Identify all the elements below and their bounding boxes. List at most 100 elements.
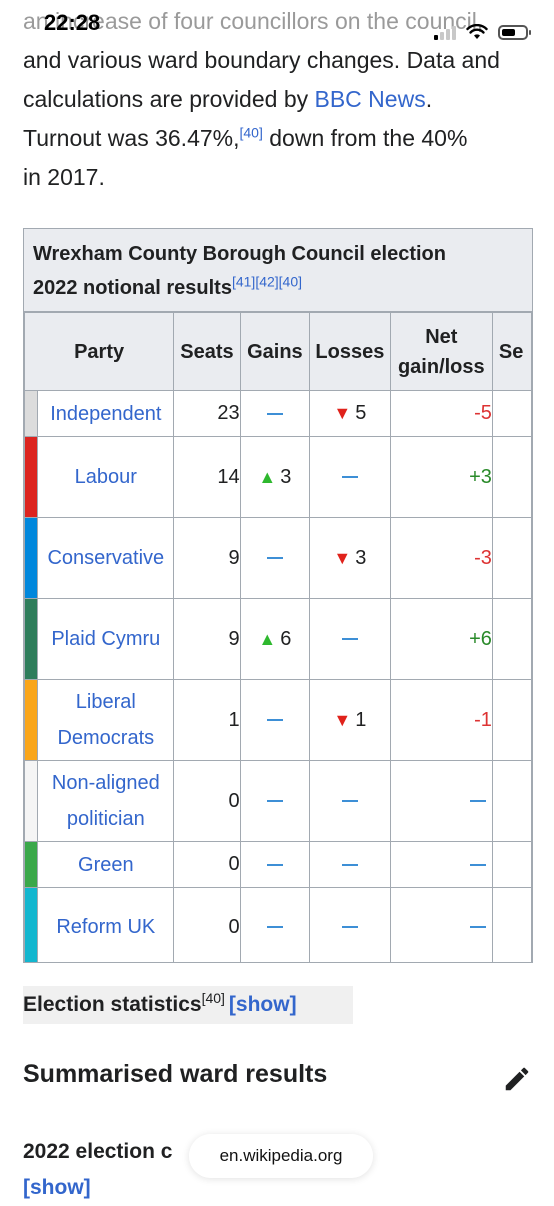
gains-cell: ▲ 3 (239, 436, 311, 518)
stats-show-toggle[interactable]: [show] (228, 993, 297, 1016)
dash-icon (341, 476, 358, 479)
dash-icon (341, 800, 358, 803)
losses-cell: ▼ 5 (309, 390, 391, 437)
gains-cell (239, 517, 311, 599)
subsection-show-toggle[interactable]: [show] (23, 1176, 91, 1199)
party-name-link[interactable]: Green (37, 841, 175, 888)
losses-cell (309, 841, 391, 888)
table-caption: Wrexham County Borough Council election … (24, 229, 532, 312)
table-row: Plaid Cymru 9 ▲ 6 +6 (24, 598, 532, 680)
dash-icon (469, 800, 486, 803)
party-name-link[interactable]: Labour (37, 436, 175, 518)
header-gains[interactable]: Gains (239, 312, 311, 391)
losses-cell: ▼ 3 (309, 517, 391, 599)
party-name-link[interactable]: Plaid Cymru (37, 598, 175, 680)
party-color-swatch (24, 436, 39, 518)
party-name-link[interactable]: Liberal Democrats (37, 679, 175, 761)
section-heading: Summarised ward results (23, 1060, 328, 1088)
clipped-cell (491, 436, 532, 518)
losses-cell: ▼ 1 (309, 679, 391, 761)
header-seats[interactable]: Seats (173, 312, 241, 391)
battery-icon (498, 24, 531, 40)
clipped-cell (491, 841, 532, 888)
losses-cell (309, 436, 391, 518)
intro-line-4: Turnout was 36.47%,[40] down from the 40… (23, 124, 468, 151)
party-color-swatch (24, 679, 39, 761)
net-cell (389, 760, 493, 842)
gains-cell (239, 887, 311, 962)
intro-line-3: calculations are provided by BBC News. (23, 86, 433, 112)
down-arrow-icon: ▼ (333, 709, 352, 730)
signal-icon (434, 24, 456, 40)
seats-cell: 9 (173, 517, 241, 599)
party-name-link[interactable]: Conservative (37, 517, 175, 599)
dash-icon (266, 863, 283, 866)
intro-line-2: and various ward boundary changes. Data … (23, 47, 500, 73)
pencil-icon[interactable] (502, 1064, 532, 1094)
seats-cell: 9 (173, 598, 241, 680)
table-row: Liberal Democrats 1 ▼ 1 -1 (24, 679, 532, 761)
status-bar: 22:28 (0, 0, 554, 52)
party-color-swatch (24, 517, 39, 599)
bbc-news-link[interactable]: BBC News (314, 86, 426, 112)
table-row: Independent 23 ▼ 5 -5 (24, 390, 532, 437)
status-icons (434, 24, 531, 40)
party-name-link[interactable]: Independent (37, 390, 175, 437)
dash-icon (469, 926, 486, 929)
results-grid: Party Seats Gains Losses Net gain/loss Se… (24, 312, 532, 962)
net-cell: -3 (389, 517, 493, 599)
dash-icon (469, 863, 486, 866)
header-next[interactable]: Se (491, 312, 532, 391)
party-name-link[interactable]: Non-aligned politician (37, 760, 175, 842)
clipped-cell (491, 517, 532, 599)
up-arrow-icon: ▲ (258, 628, 277, 649)
party-color-swatch (24, 760, 39, 842)
net-cell: +6 (389, 598, 493, 680)
gains-cell (239, 390, 311, 437)
gains-cell (239, 679, 311, 761)
dash-icon (266, 719, 283, 722)
clipped-cell (491, 887, 532, 962)
gains-cell (239, 841, 311, 888)
net-cell: -1 (389, 679, 493, 761)
caption-references[interactable]: [41][42][40] (231, 273, 303, 290)
url-bar[interactable]: en.wikipedia.org (189, 1134, 373, 1178)
clipped-cell (491, 390, 532, 437)
seats-cell: 0 (173, 887, 241, 962)
header-net[interactable]: Net gain/loss (389, 312, 493, 391)
subsection: 2022 election c [show] (23, 1134, 172, 1206)
party-color-swatch (24, 887, 39, 962)
header-party[interactable]: Party (24, 312, 175, 391)
wifi-icon (466, 24, 488, 39)
gains-cell (239, 760, 311, 842)
dash-icon (266, 800, 283, 803)
table-row: Conservative 9 ▼ 3 -3 (24, 517, 532, 599)
seats-cell: 14 (173, 436, 241, 518)
table-row: Reform UK 0 (24, 887, 532, 962)
down-arrow-icon: ▼ (333, 547, 352, 568)
dash-icon (341, 863, 358, 866)
dash-icon (341, 926, 358, 929)
net-cell: +3 (389, 436, 493, 518)
clipped-cell (491, 760, 532, 842)
losses-cell (309, 760, 391, 842)
table-row: Non-aligned politician 0 (24, 760, 532, 842)
party-color-swatch (24, 390, 39, 437)
results-table: Wrexham County Borough Council election … (23, 228, 533, 963)
stats-reference[interactable]: [40] (201, 990, 225, 1006)
reference-link[interactable]: [40] (239, 124, 263, 141)
up-arrow-icon: ▲ (258, 466, 277, 487)
losses-cell (309, 598, 391, 680)
party-name-link[interactable]: Reform UK (37, 887, 175, 962)
dash-icon (266, 557, 283, 560)
net-cell (389, 887, 493, 962)
down-arrow-icon: ▼ (333, 403, 352, 423)
net-cell: -5 (389, 390, 493, 437)
status-time: 22:28 (44, 10, 101, 35)
losses-cell (309, 887, 391, 962)
seats-cell: 0 (173, 841, 241, 888)
header-losses[interactable]: Losses (309, 312, 391, 391)
net-cell (389, 841, 493, 888)
clipped-cell (491, 679, 532, 761)
seats-cell: 1 (173, 679, 241, 761)
